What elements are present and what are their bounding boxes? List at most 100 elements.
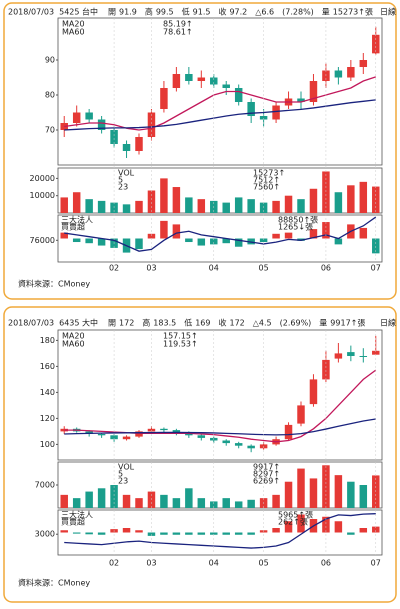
- header-text: 97.2: [229, 8, 247, 17]
- ma-line: [64, 76, 376, 131]
- x-tick-label: 06: [321, 559, 331, 568]
- legend-value: 157.15↑: [163, 332, 198, 341]
- candle-body: [97, 434, 106, 436]
- net-bar: [172, 224, 181, 239]
- inst-bar-value: 1265↓張: [278, 223, 313, 232]
- legend-value: 78.61↑: [163, 28, 193, 37]
- net-bar: [247, 238, 255, 245]
- header-text: 收: [218, 7, 226, 17]
- net-bar: [147, 233, 156, 239]
- net-bar: [247, 532, 255, 535]
- volume-bar: [234, 501, 243, 508]
- volume-bar: [334, 475, 343, 508]
- volume-bar: [322, 171, 330, 213]
- candle-body: [85, 112, 93, 120]
- header-text: 15273↑張: [333, 8, 373, 17]
- volume-bar: [222, 498, 230, 508]
- header-text: 172: [119, 319, 134, 328]
- x-tick-label: 04: [209, 264, 219, 273]
- volume-bar: [72, 498, 81, 508]
- candle-body: [122, 144, 131, 151]
- volume-bar: [135, 200, 143, 213]
- y-tick-label: 3000: [35, 530, 55, 539]
- net-bar: [272, 528, 280, 533]
- net-bar: [160, 532, 168, 535]
- candle-body: [234, 88, 243, 102]
- header-text: 高: [142, 318, 150, 328]
- net-bar: [334, 521, 343, 533]
- legend-value: 85.19↑: [163, 20, 193, 29]
- net-bar: [210, 532, 218, 535]
- y-tick-label: 76000: [30, 236, 55, 245]
- volume-bar: [72, 192, 81, 213]
- ma-line: [64, 369, 377, 443]
- legend-name: 23: [118, 477, 128, 486]
- volume-bar: [85, 491, 93, 508]
- x-tick-label: 02: [109, 559, 119, 568]
- candle-body: [210, 77, 218, 85]
- net-bar: [284, 521, 293, 533]
- header-text: △6.6: [255, 8, 274, 17]
- volume-bar: [122, 494, 131, 508]
- y-tick-label: 70: [45, 126, 55, 135]
- legend-name: MA60: [62, 28, 85, 37]
- net-bar: [160, 220, 168, 239]
- header-text: 量: [319, 319, 327, 328]
- volume-bar: [172, 498, 181, 508]
- y-tick-label: 120: [40, 414, 55, 423]
- candle-body: [197, 77, 206, 81]
- inst-subtitle: 買賣超: [61, 222, 85, 232]
- net-bar: [60, 232, 68, 239]
- candle-body: [110, 130, 118, 144]
- candle-body: [222, 440, 230, 444]
- header-text: 開: [108, 8, 116, 17]
- candle-body: [160, 88, 168, 109]
- candle-body: [322, 359, 330, 380]
- net-bar: [85, 238, 93, 244]
- candle-body: [72, 112, 81, 123]
- net-bar: [272, 233, 280, 239]
- y-tick-label: 160: [40, 362, 55, 371]
- header-text: 99.5: [156, 8, 174, 17]
- net-bar: [60, 530, 68, 533]
- net-bar: [284, 232, 293, 239]
- panel: [57, 329, 383, 461]
- candle-body: [334, 70, 343, 78]
- legend-name: MA20: [62, 20, 85, 29]
- net-bar: [172, 532, 181, 535]
- y-tick-label: 10000: [30, 191, 55, 200]
- candle-body: [122, 436, 131, 440]
- volume-bar: [359, 181, 368, 213]
- holding-line: [64, 216, 377, 252]
- x-tick-label: 04: [209, 559, 219, 568]
- x-tick-label: 02: [109, 264, 119, 273]
- net-bar: [259, 238, 268, 243]
- header-text: 低: [184, 318, 192, 328]
- volume-bar: [97, 200, 106, 213]
- ma-line: [64, 99, 376, 131]
- holding-line: [64, 513, 376, 549]
- candle-body: [372, 350, 380, 355]
- legend-value: 119.53↑: [163, 340, 198, 349]
- x-tick-label: 07: [371, 559, 381, 568]
- net-bar: [185, 238, 193, 243]
- volume-bar: [172, 187, 181, 213]
- volume-bar: [85, 199, 93, 213]
- volume-bar: [309, 188, 318, 213]
- volume-bar: [284, 481, 293, 508]
- y-tick-label: 100: [40, 440, 55, 449]
- inst-line-value: 88850↑張: [278, 216, 318, 225]
- y-tick-label: 140: [40, 388, 55, 397]
- header-text: 量: [322, 8, 330, 17]
- net-bar: [97, 238, 106, 246]
- volume-bar: [185, 197, 193, 213]
- volume-bar: [160, 494, 168, 508]
- legend-value: 9917↑: [253, 463, 280, 472]
- header-text: 2018/07/03: [8, 8, 54, 17]
- candle-body: [172, 430, 181, 433]
- y-tick-label: 20000: [30, 174, 55, 183]
- candle-body: [135, 137, 143, 151]
- volume-bar: [297, 468, 305, 508]
- candle-body: [284, 424, 293, 440]
- legend-value: 6269↑: [253, 477, 280, 486]
